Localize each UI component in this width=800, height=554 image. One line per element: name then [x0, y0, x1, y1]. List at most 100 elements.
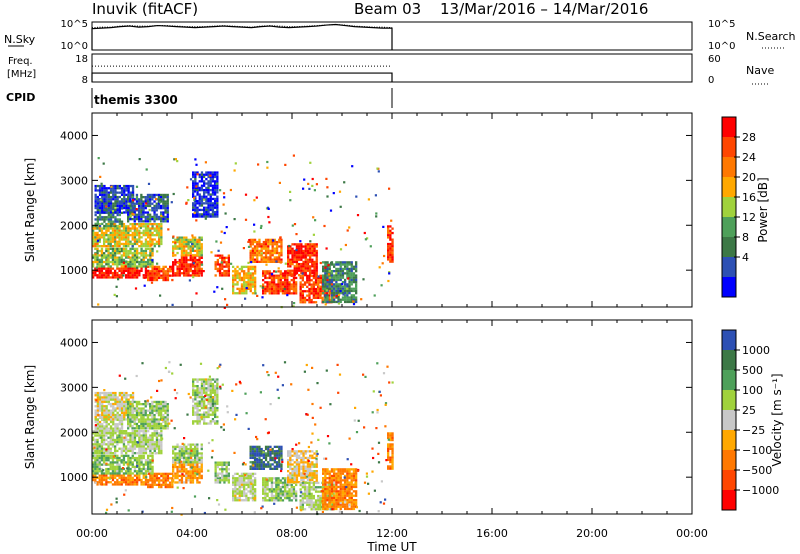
- echo-cell: [198, 215, 201, 218]
- echo-cell: [236, 283, 239, 286]
- echo-cell: [147, 438, 150, 442]
- echo-cell: [112, 222, 115, 225]
- echo-cell: [96, 411, 99, 414]
- echo-cell: [308, 279, 311, 282]
- echo-cell: [100, 454, 104, 457]
- echo-cell: [178, 468, 181, 471]
- echo-cell: [198, 254, 201, 257]
- echo-cell: [279, 481, 282, 484]
- echo-cell: [211, 186, 215, 190]
- echo-cell: [125, 409, 128, 412]
- echo-cell: [391, 247, 394, 250]
- echo-cell: [200, 269, 203, 273]
- echo-cell: [127, 476, 130, 479]
- echo-cell: [120, 476, 123, 479]
- echo-cell: [172, 447, 175, 451]
- echo-cell: [310, 279, 313, 282]
- echo-cell: [209, 184, 212, 187]
- echo-cell: [103, 420, 106, 424]
- echo-cell: [116, 187, 119, 190]
- echo-cell: [140, 196, 143, 199]
- echo-cell: [289, 190, 292, 193]
- echo-cell: [98, 447, 101, 450]
- echo-cell: [245, 276, 248, 279]
- echo-cell: [300, 459, 303, 462]
- echo-cell: [243, 292, 246, 295]
- echo-cell: [348, 283, 351, 286]
- echo-cell: [269, 238, 272, 241]
- echo-cell: [286, 486, 289, 489]
- echo-cell: [133, 418, 136, 421]
- frequency-panel: Freq. [MHz] 18 8 60 0 Nave: [7, 53, 774, 86]
- echo-cell: [149, 229, 152, 232]
- echo-cell: [98, 213, 102, 217]
- echo-cell: [180, 452, 184, 455]
- echo-cell: [279, 479, 282, 482]
- echo-cell: [151, 234, 154, 237]
- echo-cell: [149, 418, 152, 421]
- echo-cell: [125, 247, 128, 250]
- echo-cell: [198, 468, 201, 471]
- echo-cell: [251, 452, 254, 455]
- echo-cell: [335, 267, 338, 271]
- echo-cell: [120, 189, 124, 192]
- echo-cell: [144, 403, 147, 406]
- echo-cell: [198, 236, 201, 239]
- echo-cell: [189, 251, 192, 255]
- echo-cell: [325, 247, 328, 250]
- echo-cell: [339, 290, 342, 293]
- echo-cell: [101, 396, 104, 399]
- echo-cell: [279, 285, 282, 288]
- echo-cell: [269, 456, 272, 459]
- echo-cell: [103, 231, 106, 235]
- echo-cell: [279, 290, 282, 293]
- echo-cell: [158, 432, 161, 435]
- echo-cell: [118, 472, 121, 475]
- echo-cell: [98, 474, 101, 477]
- echo-cell: [131, 438, 134, 442]
- echo-cell: [138, 459, 141, 462]
- echo-cell: [143, 284, 146, 287]
- echo-cell: [287, 260, 290, 264]
- echo-cell: [105, 240, 108, 243]
- echo-cell: [247, 490, 250, 493]
- echo-cell: [118, 258, 121, 261]
- echo-cell: [251, 274, 255, 277]
- echo-cell: [196, 443, 199, 446]
- echo-cell: [183, 461, 186, 464]
- echo-cell: [125, 249, 128, 253]
- echo-cell: [227, 463, 230, 466]
- echo-cell: [233, 218, 236, 221]
- echo-cell: [223, 231, 226, 235]
- echo-cell: [194, 450, 197, 453]
- echo-cell: [136, 231, 139, 235]
- echo-cell: [116, 398, 119, 401]
- echo-cell: [214, 175, 217, 179]
- echo-cell: [227, 254, 230, 257]
- echo-cell: [153, 472, 156, 475]
- echo-cell: [107, 187, 110, 190]
- echo-cell: [192, 186, 195, 190]
- echo-cell: [275, 290, 278, 293]
- echo-cell: [138, 438, 141, 442]
- echo-cell: [249, 456, 252, 459]
- echo-cell: [339, 263, 342, 266]
- echo-cell: [344, 243, 347, 247]
- echo-cell: [133, 422, 136, 426]
- echo-cell: [127, 414, 130, 417]
- echo-cell: [140, 447, 143, 450]
- echo-cell: [191, 249, 195, 252]
- echo-cell: [223, 306, 226, 309]
- echo-cell: [200, 200, 204, 203]
- echo-cell: [338, 190, 342, 193]
- echo-cell: [240, 494, 244, 497]
- echo-cell: [169, 481, 172, 484]
- echo-cell: [249, 467, 252, 470]
- echo-cell: [284, 283, 287, 286]
- echo-cell: [158, 438, 161, 442]
- echo-cell: [288, 285, 291, 288]
- echo-cell: [211, 193, 215, 196]
- echo-cell: [254, 492, 257, 495]
- echo-cell: [192, 215, 195, 218]
